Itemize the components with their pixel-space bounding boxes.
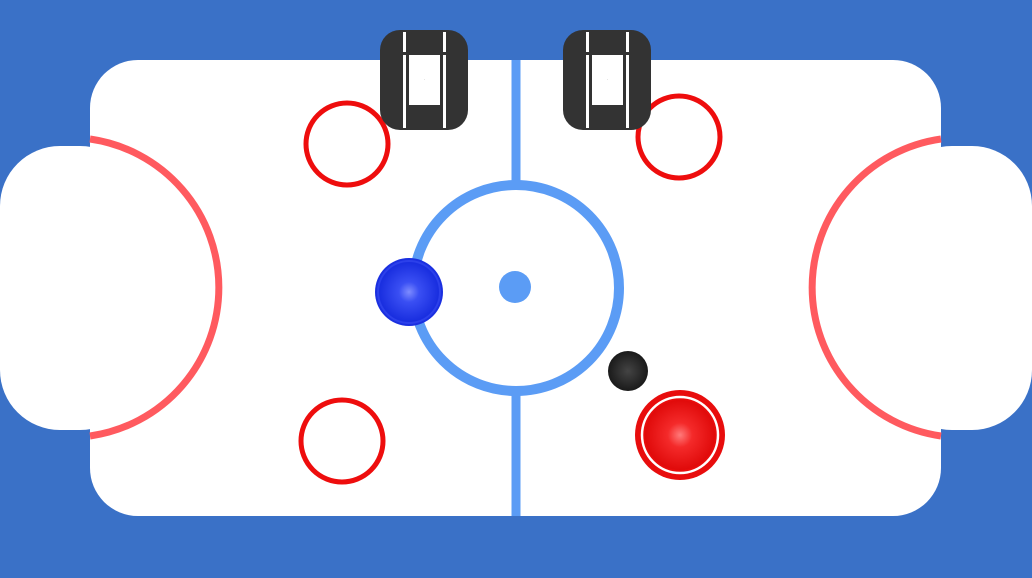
- right-goal-arc: [808, 135, 942, 440]
- score-right: 0: [563, 30, 651, 130]
- red-mallet[interactable]: [635, 390, 725, 480]
- center-dot: [499, 271, 531, 303]
- left-goal-arc: [89, 135, 223, 440]
- left-goal-area: [0, 146, 140, 430]
- faceoff-circle-bottom-left: [298, 397, 386, 485]
- blue-mallet[interactable]: [375, 258, 443, 326]
- faceoff-circle-top-right: [635, 93, 723, 181]
- right-goal-area: [892, 146, 1032, 430]
- faceoff-circle-top-left: [303, 100, 391, 188]
- score-left: 0: [380, 30, 468, 130]
- score-right-text: 0: [607, 79, 608, 81]
- puck[interactable]: [608, 351, 648, 391]
- score-left-text: 0: [424, 79, 425, 81]
